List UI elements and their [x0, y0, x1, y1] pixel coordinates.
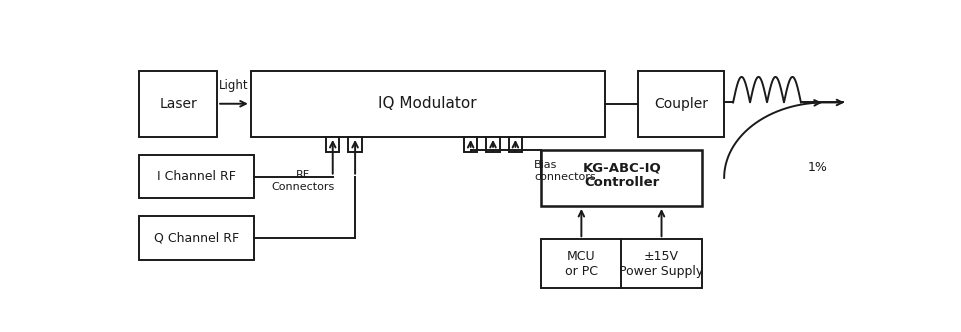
- Text: MCU
or PC: MCU or PC: [564, 250, 597, 278]
- Text: I Channel RF: I Channel RF: [157, 170, 235, 183]
- Text: Q Channel RF: Q Channel RF: [154, 231, 239, 244]
- Text: Coupler: Coupler: [653, 97, 707, 111]
- Text: Light: Light: [219, 79, 249, 92]
- Bar: [541, 150, 701, 206]
- Bar: [486, 137, 499, 152]
- Text: ±15V
Power Supply: ±15V Power Supply: [619, 250, 702, 278]
- Bar: [348, 137, 361, 152]
- Text: Laser: Laser: [159, 97, 197, 111]
- Bar: [326, 137, 339, 152]
- Bar: [508, 137, 522, 152]
- Text: 1%: 1%: [806, 161, 826, 174]
- Bar: [541, 239, 701, 288]
- Text: Controller: Controller: [583, 177, 658, 190]
- Bar: [463, 137, 477, 152]
- Bar: [138, 70, 217, 137]
- Bar: [138, 155, 254, 198]
- Bar: [251, 70, 604, 137]
- Text: RF
Connectors: RF Connectors: [271, 170, 334, 192]
- Text: KG-ABC-IQ: KG-ABC-IQ: [581, 161, 660, 174]
- Bar: [138, 216, 254, 260]
- Bar: [638, 70, 724, 137]
- Text: IQ Modulator: IQ Modulator: [378, 96, 477, 111]
- Text: Bias
connectors: Bias connectors: [533, 160, 595, 182]
